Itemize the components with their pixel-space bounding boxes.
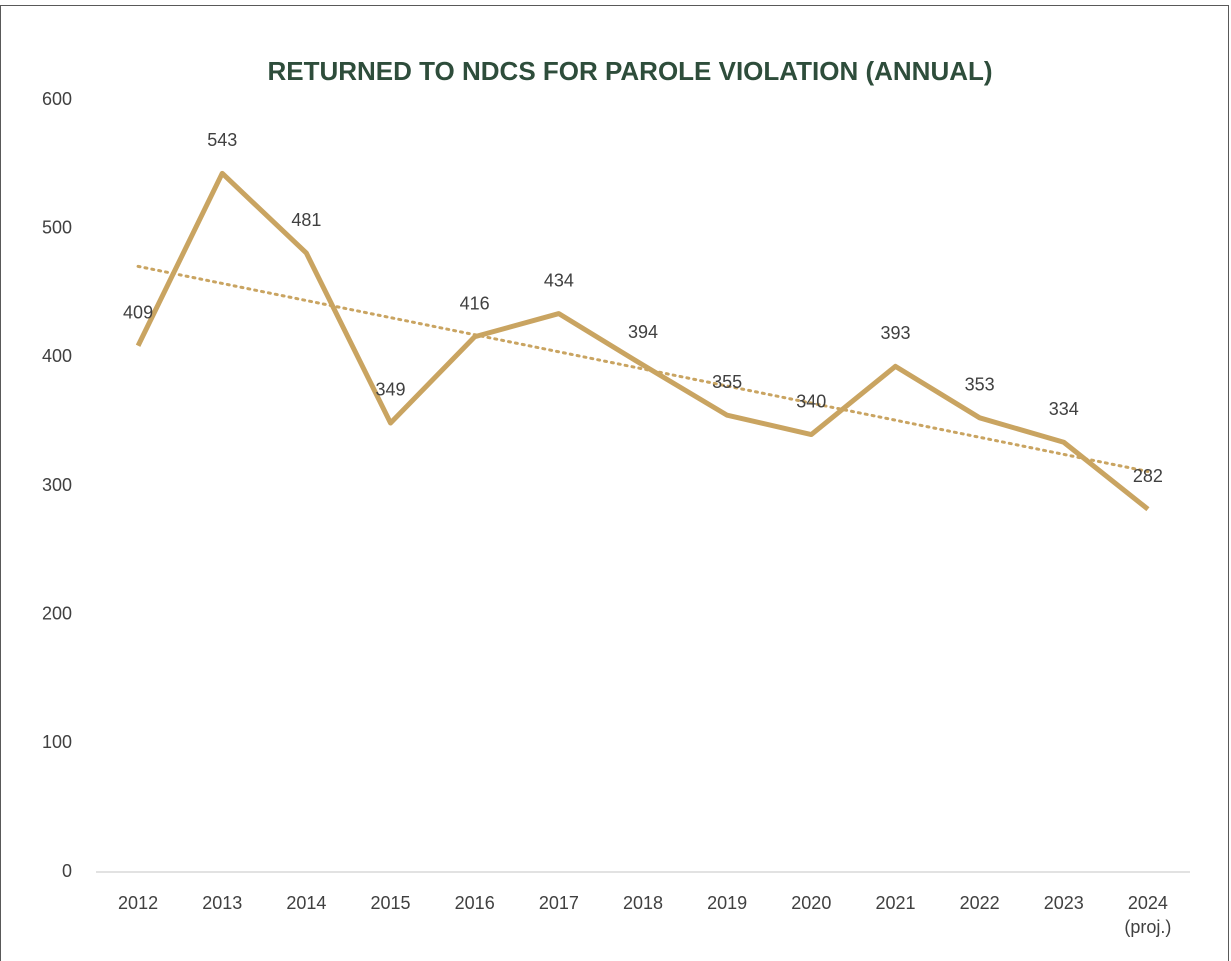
y-tick-label: 100 [42, 732, 72, 752]
data-label: 434 [544, 270, 574, 290]
y-tick-label: 400 [42, 346, 72, 366]
data-label: 349 [376, 380, 406, 400]
data-label: 334 [1049, 399, 1079, 419]
y-tick-label: 0 [62, 861, 72, 881]
chart-title: RETURNED TO NDCS FOR PAROLE VIOLATION (A… [267, 56, 992, 86]
chart-border [0, 5, 1229, 961]
data-label: 481 [291, 210, 321, 230]
x-tick-label: 2014 [286, 893, 326, 913]
data-line [135, 170, 1150, 512]
y-tick-label: 500 [42, 217, 72, 237]
y-tick-label: 600 [42, 89, 72, 109]
y-tick-label: 300 [42, 475, 72, 495]
x-tick-label: 2018 [623, 893, 663, 913]
x-tick-label: 2024 (proj.) [1124, 893, 1171, 937]
data-label: 393 [880, 323, 910, 343]
data-label: 543 [207, 130, 237, 150]
x-tick-label: 2021 [875, 893, 915, 913]
x-tick-label: 2023 [1044, 893, 1084, 913]
data-label: 355 [712, 372, 742, 392]
x-tick-label: 2017 [539, 893, 579, 913]
x-tick-label: 2013 [202, 893, 242, 913]
data-label: 282 [1133, 466, 1163, 486]
data-label: 340 [796, 391, 826, 411]
x-tick-label: 2019 [707, 893, 747, 913]
x-tick-label: 2022 [960, 893, 1000, 913]
data-label: 353 [965, 375, 995, 395]
y-tick-label: 200 [42, 603, 72, 623]
data-label: 416 [460, 293, 490, 313]
data-label: 394 [628, 322, 658, 342]
data-label: 409 [123, 303, 153, 323]
x-tick-label: 2015 [371, 893, 411, 913]
x-tick-label: 2020 [791, 893, 831, 913]
x-tick-label: 2012 [118, 893, 158, 913]
x-tick-label: 2016 [455, 893, 495, 913]
